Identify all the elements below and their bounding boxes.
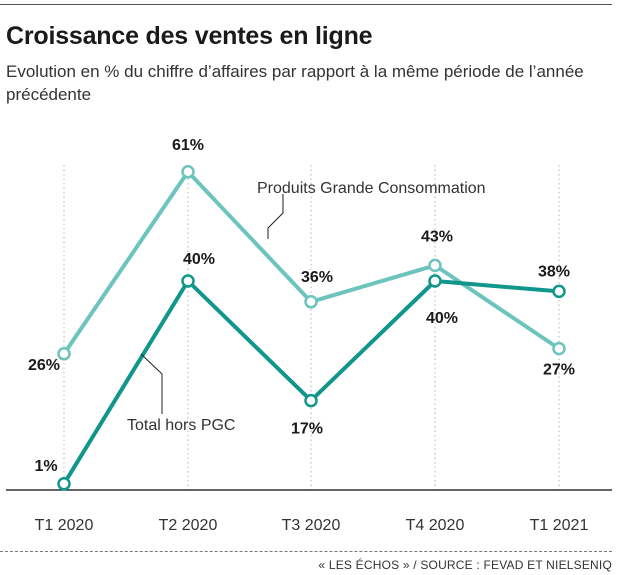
data-point (181, 274, 195, 288)
data-label: 27% (543, 362, 575, 379)
x-tick-label: T3 2020 (282, 517, 341, 534)
x-tick-label: T1 2021 (530, 517, 589, 534)
series-line-0 (62, 169, 561, 356)
data-label: 40% (426, 310, 458, 327)
top-rule (0, 4, 612, 5)
x-tick-label: T1 2020 (35, 517, 94, 534)
data-label: 36% (301, 269, 333, 286)
data-point (552, 341, 566, 356)
data-point (552, 284, 566, 299)
data-label: 1% (34, 458, 57, 475)
data-point (57, 347, 71, 361)
chart-subtitle: Evolution en % du chiffre d’affaires par… (6, 62, 584, 104)
data-point (57, 477, 71, 491)
series-name-pgc: Produits Grande Consommation (257, 180, 486, 197)
data-label: 43% (421, 228, 453, 245)
x-tick-label: T2 2020 (159, 517, 218, 534)
data-label: 61% (172, 137, 204, 154)
chart-title: Croissance des ventes en ligne (6, 22, 373, 50)
x-tick-label: T4 2020 (406, 517, 465, 534)
leader-line-pgc (267, 194, 284, 239)
leader-line-hors-pgc (140, 353, 163, 414)
data-point (428, 258, 442, 273)
series-name-hors-pgc: Total hors PGC (127, 417, 235, 434)
data-point (181, 165, 195, 179)
data-label: 38% (538, 263, 570, 280)
data-label: 17% (291, 421, 323, 438)
data-label: 40% (183, 251, 215, 268)
source-credit: « LES ÉCHOS » / SOURCE : FEVAD ET NIELSE… (318, 558, 612, 572)
data-point (428, 274, 442, 288)
data-label: 26% (28, 357, 60, 374)
bottom-rule (0, 551, 612, 552)
data-point (304, 295, 318, 309)
data-point (304, 393, 318, 408)
